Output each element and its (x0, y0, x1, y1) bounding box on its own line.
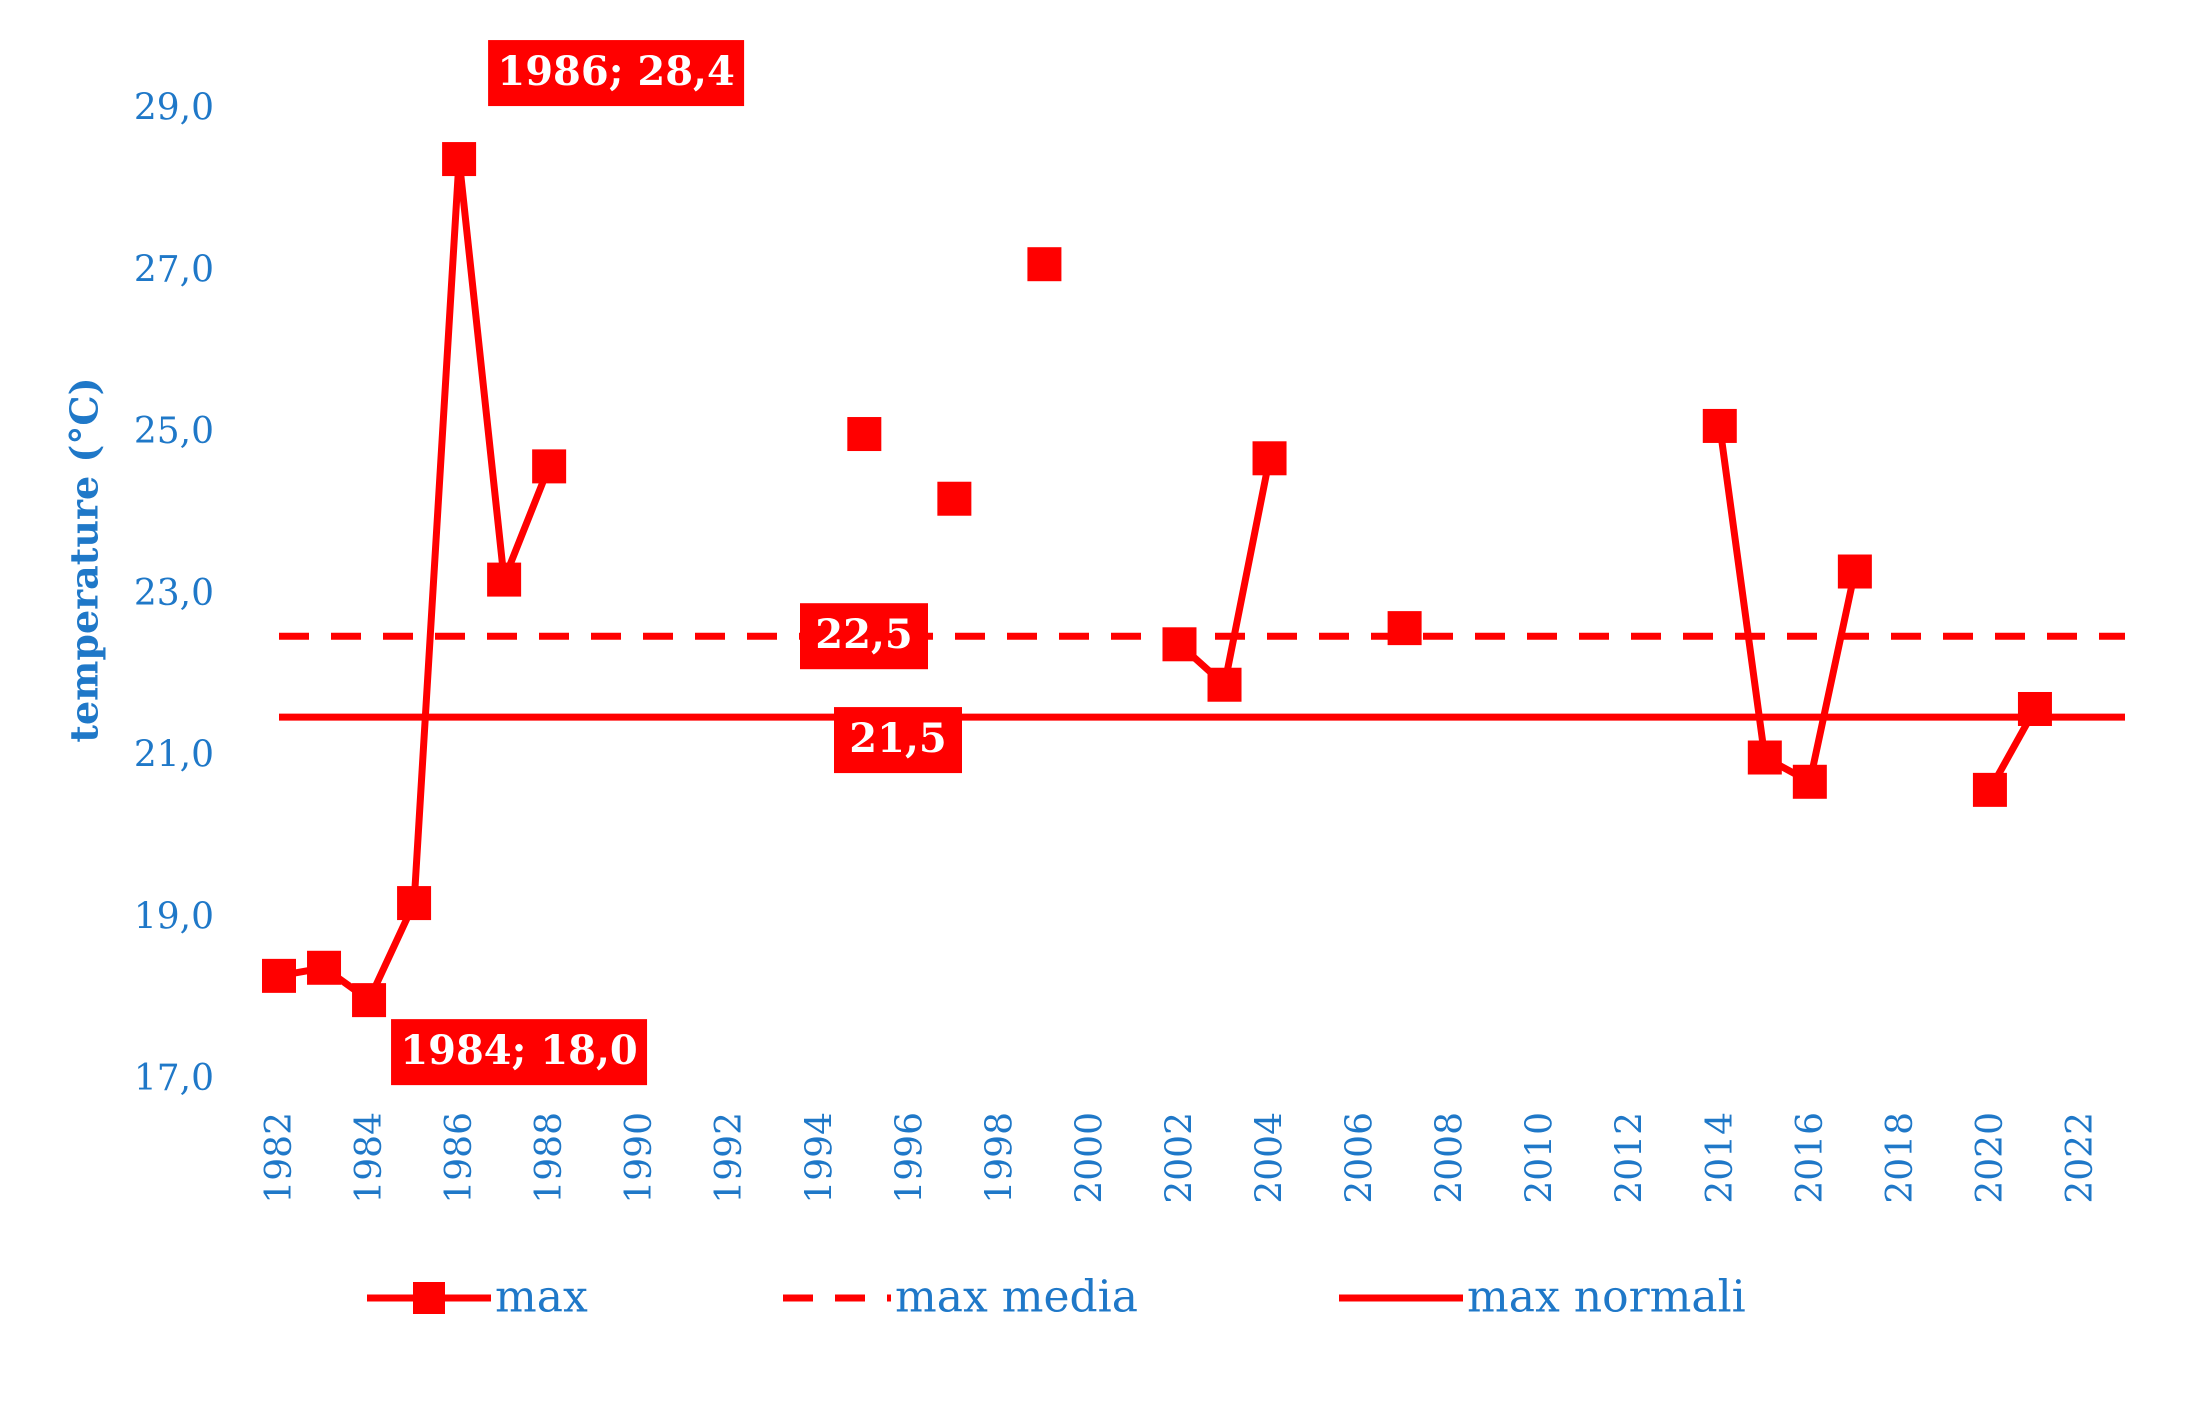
x-tick-label: 2000 (1069, 1112, 1110, 1204)
data-label: 21,5 (834, 707, 962, 774)
data-point-marker (1972, 772, 2007, 807)
data-point-marker (1252, 441, 1287, 476)
data-point-marker (1747, 740, 1782, 775)
data-point-marker (847, 417, 882, 452)
x-tick-labels: 1982 1984 1986 1988 1990 1992 1994 1996 1998 2000… (259, 1112, 2101, 1204)
x-tick-label: 2012 (1610, 1112, 1651, 1204)
data-label: 22,5 (800, 603, 928, 670)
data-point-marker (487, 562, 522, 597)
y-axis-label: temperature (°C) (62, 377, 107, 742)
data-label-box (391, 1019, 648, 1086)
y-tick-label: 25,0 (134, 411, 214, 452)
data-label-text: 1984; 18,0 (400, 1027, 637, 1074)
annotations: 1986; 28,4 1984; 18,0 22,5 21,5 (391, 40, 962, 1086)
x-tick-label: 2016 (1790, 1112, 1831, 1204)
data-label-text: 22,5 (815, 611, 912, 658)
data-point-marker (2017, 691, 2052, 726)
legend-item: max media (783, 1272, 1138, 1323)
data-label-text: 21,5 (849, 715, 946, 762)
y-tick-label: 17,0 (134, 1058, 214, 1099)
data-point-marker (1792, 764, 1827, 799)
x-tick-label: 1986 (439, 1112, 480, 1204)
data-point-marker (307, 950, 342, 985)
data-point-marker (937, 481, 972, 516)
x-tick-label: 1988 (529, 1112, 570, 1204)
data-point-marker (442, 142, 477, 177)
x-tick-label: 1992 (709, 1112, 750, 1204)
x-tick-label: 1996 (889, 1112, 930, 1204)
x-tick-label: 2006 (1340, 1112, 1381, 1204)
data-point-marker (532, 449, 567, 484)
reference-lines (279, 632, 2125, 721)
data-label: 1986; 28,4 (488, 40, 745, 107)
y-tick-label: 29,0 (134, 88, 214, 129)
y-tick-label: 19,0 (134, 896, 214, 937)
x-tick-label: 2008 (1430, 1112, 1471, 1204)
data-label: 1984; 18,0 (391, 1019, 648, 1086)
x-tick-label: 2002 (1159, 1112, 1200, 1204)
x-tick-label: 1994 (799, 1112, 840, 1204)
x-tick-label: 1984 (349, 1112, 390, 1204)
x-tick-label: 2014 (1700, 1112, 1741, 1204)
data-point-marker (1027, 247, 1062, 282)
data-point-marker (1702, 408, 1737, 443)
x-tick-label: 1998 (979, 1112, 1020, 1204)
data-label-box (834, 707, 962, 774)
y-tick-labels: 17,0 19,0 21,0 23,0 25,0 27,0 29,0 (134, 88, 214, 1099)
legend-item: max (367, 1272, 588, 1323)
series-line-segment (1716, 425, 1859, 788)
y-axis-label-group: temperature (°C) (62, 377, 107, 742)
x-tick-label: 1982 (259, 1112, 300, 1204)
legend-label: max normali (1467, 1272, 1746, 1323)
series-max (262, 142, 2052, 1018)
x-tick-label: 2020 (1970, 1112, 2011, 1204)
legend: max max media max normali (367, 1272, 1746, 1323)
data-label-box (488, 40, 745, 107)
data-label-box (800, 603, 928, 670)
data-point-marker (1162, 627, 1197, 662)
data-point-marker (352, 983, 387, 1018)
legend-item: max normali (1339, 1272, 1746, 1323)
legend-label: max media (895, 1272, 1138, 1323)
x-tick-label: 2010 (1520, 1112, 1561, 1204)
x-tick-label: 2022 (2060, 1112, 2101, 1204)
data-label-text: 1986; 28,4 (497, 48, 734, 95)
data-point-marker (1387, 611, 1422, 646)
data-point-marker (397, 886, 432, 921)
x-tick-label: 1990 (619, 1112, 660, 1204)
legend-label: max (495, 1272, 588, 1323)
y-tick-label: 21,0 (134, 735, 214, 776)
data-point-marker (262, 958, 296, 993)
legend-marker (413, 1282, 445, 1314)
y-tick-label: 27,0 (134, 249, 214, 290)
y-tick-label: 23,0 (134, 573, 214, 614)
data-point-marker (1207, 667, 1242, 702)
x-tick-label: 2004 (1250, 1112, 1291, 1204)
data-point-marker (1837, 554, 1872, 589)
x-tick-label: 2018 (1880, 1112, 1921, 1204)
